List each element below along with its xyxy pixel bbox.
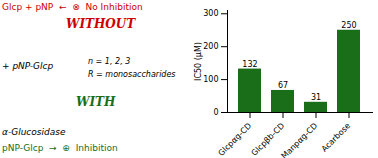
html-text:+ pNP-Glcp: + pNP-Glcp xyxy=(2,61,54,71)
svg-text:0: 0 xyxy=(213,108,218,117)
svg-text:Glcpβb-CD: Glcpβb-CD xyxy=(249,121,287,158)
svg-text:100: 100 xyxy=(203,75,218,84)
svg-text:200: 200 xyxy=(203,42,218,51)
svg-text:31: 31 xyxy=(311,93,321,102)
svg-text:Glcpαg-CD: Glcpαg-CD xyxy=(217,121,254,158)
svg-text:132: 132 xyxy=(242,60,257,69)
svg-text:IC50 (μM): IC50 (μM) xyxy=(194,42,203,81)
html-text:Glcp + pNP ← ⊗ No Inhibition: Glcp + pNP ← ⊗ No Inhibition xyxy=(2,2,143,12)
html-text:n = 1, 2, 3: n = 1, 2, 3 xyxy=(88,57,131,66)
html-text:pNP-Glcp → ⊕ Inhibition: pNP-Glcp → ⊕ Inhibition xyxy=(2,143,118,153)
svg-text:250: 250 xyxy=(341,21,356,30)
html-text:R = monosaccharides: R = monosaccharides xyxy=(88,70,176,79)
svg-text:Acarbose: Acarbose xyxy=(320,121,353,154)
html-text:α-Glucosidase: α-Glucosidase xyxy=(2,127,66,137)
svg-text:67: 67 xyxy=(278,81,288,90)
svg-text:Manpαg-CD: Manpαg-CD xyxy=(280,121,320,158)
svg-text:300: 300 xyxy=(203,9,218,18)
html-text:WITHOUT: WITHOUT xyxy=(66,17,136,31)
html-text:WITH: WITH xyxy=(76,95,116,109)
